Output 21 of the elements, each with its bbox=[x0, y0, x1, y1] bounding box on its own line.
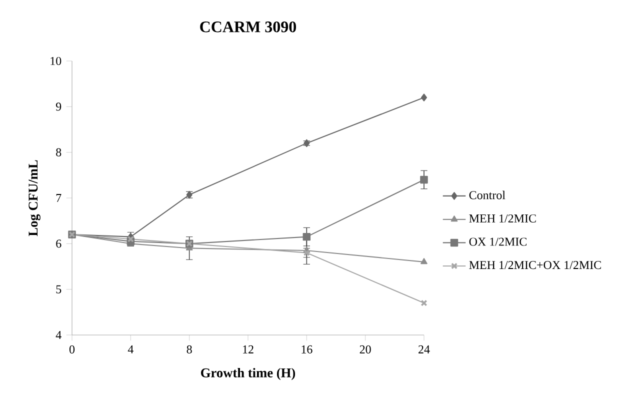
legend-label: MEH 1/2MIC+OX 1/2MIC bbox=[469, 261, 601, 270]
x-tick-label: 4 bbox=[128, 345, 134, 354]
legend-label: OX 1/2MIC bbox=[469, 238, 526, 246]
x-tick-label: 24 bbox=[418, 345, 430, 354]
legend-label: Control bbox=[469, 190, 506, 200]
x-tick-label: 8 bbox=[186, 345, 192, 354]
y-tick-label: 7 bbox=[56, 194, 62, 202]
x-tick-label: 0 bbox=[69, 345, 75, 354]
chart-title: CCARM 3090 bbox=[200, 21, 296, 32]
y-tick-label: 8 bbox=[56, 148, 62, 156]
x-tick-label: 16 bbox=[302, 345, 312, 354]
x-tick-label: 12 bbox=[243, 345, 254, 354]
y-tick-label: 6 bbox=[56, 240, 62, 248]
x-axis-title: Growth time (H) bbox=[201, 368, 296, 380]
y-tick-label: 9 bbox=[56, 102, 62, 111]
y-tick-label: 4 bbox=[56, 331, 62, 339]
y-tick-label: 10 bbox=[50, 56, 62, 66]
y-tick-label: 5 bbox=[56, 285, 62, 294]
y-axis-title: Log CFU/mL bbox=[28, 160, 40, 236]
x-tick-label: 20 bbox=[360, 345, 371, 354]
legend-label: MEH 1/2MIC bbox=[469, 214, 536, 223]
